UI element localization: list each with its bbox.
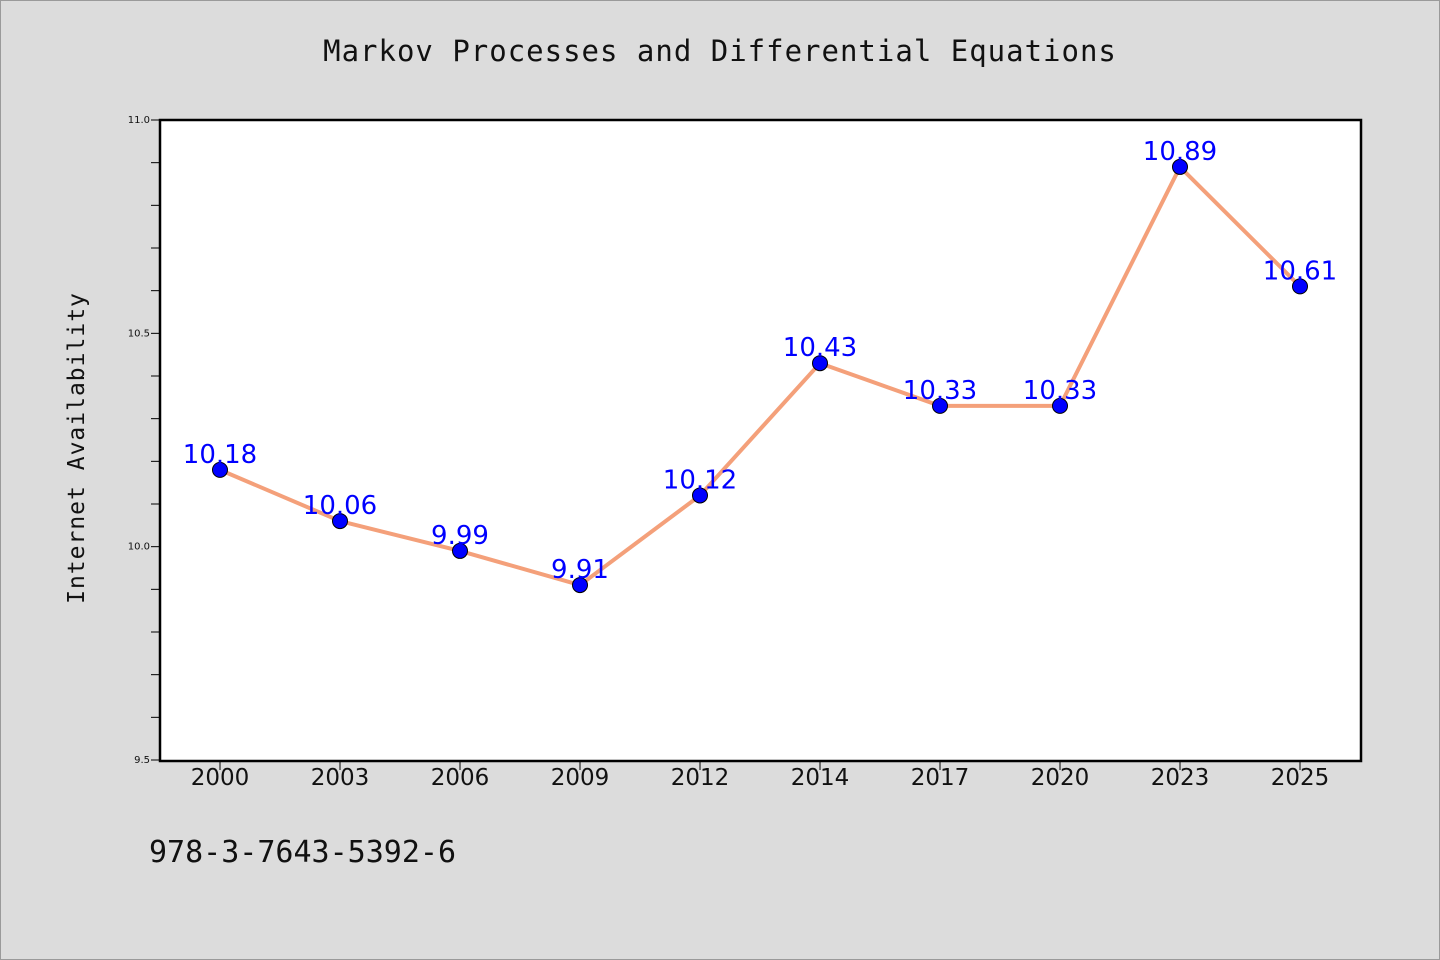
data-point	[332, 513, 348, 530]
y-tick-label: 9.5	[134, 755, 150, 766]
data-label: 10.61	[1263, 256, 1337, 286]
data-label: 10.33	[1023, 376, 1097, 406]
data-point	[212, 461, 228, 478]
data-point	[1052, 397, 1068, 414]
series-line	[219, 164, 1302, 588]
data-label: 9.91	[551, 555, 609, 585]
data-point	[1292, 278, 1308, 295]
plot-area	[158, 118, 1363, 763]
data-label: 10.33	[903, 376, 977, 406]
data-point	[1172, 158, 1188, 175]
data-point	[812, 355, 828, 372]
x-tick-label: 2000	[191, 765, 250, 791]
data-label: 10.12	[663, 465, 737, 495]
chart-title: Markov Processes and Differential Equati…	[323, 34, 1117, 68]
x-tick-label: 2014	[791, 765, 850, 791]
data-label: 10.43	[783, 333, 857, 363]
y-tick-label: 10.5	[128, 328, 150, 339]
x-tick-label: 2017	[911, 765, 970, 791]
x-tick-label: 2025	[1271, 765, 1330, 791]
data-point	[572, 577, 588, 594]
data-point	[932, 397, 948, 414]
x-tick-label: 2009	[551, 765, 610, 791]
y-tick-label: 10.0	[128, 542, 150, 553]
x-tick-label: 2003	[311, 765, 370, 791]
data-label: 10.06	[303, 491, 377, 521]
y-tick-label: 11.0	[128, 115, 150, 126]
isbn-text: 978-3-7643-5392-6	[149, 835, 457, 870]
x-tick-label: 2006	[431, 765, 490, 791]
data-label: 9.99	[431, 521, 489, 551]
data-label: 10.18	[183, 440, 257, 470]
x-tick-label: 2012	[671, 765, 730, 791]
data-label: 10.89	[1143, 137, 1217, 167]
data-point	[452, 542, 468, 559]
x-tick-label: 2023	[1151, 765, 1210, 791]
x-tick-label: 2020	[1031, 765, 1090, 791]
data-point	[692, 487, 708, 504]
